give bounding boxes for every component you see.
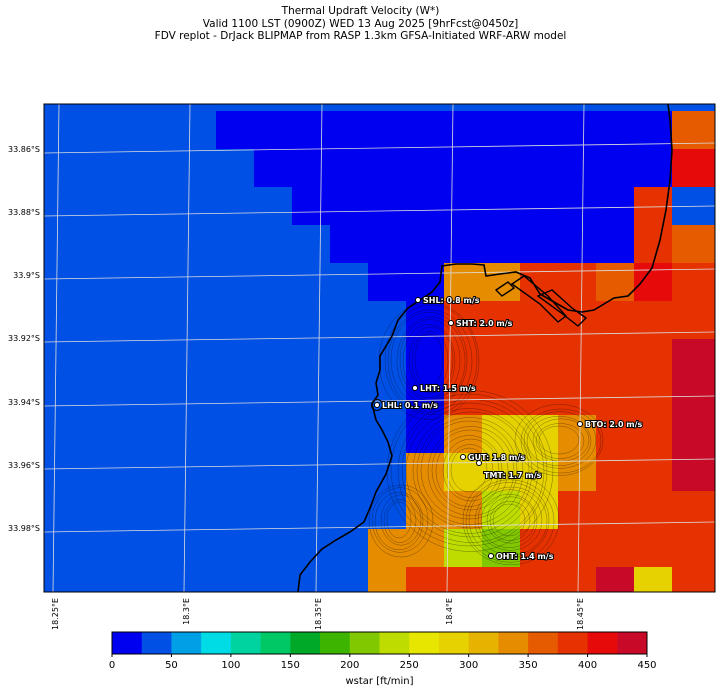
colorbar-tick-label: 300 <box>459 660 478 671</box>
colorbar-tick-label: 250 <box>400 660 419 671</box>
colorbar-swatch <box>141 632 172 654</box>
colorbar-tick-label: 450 <box>637 660 656 671</box>
station-bto: BTO: 2.0 m/s <box>577 419 644 430</box>
colorbar-tick-label: 50 <box>165 660 178 671</box>
colorbar-swatch <box>260 632 291 654</box>
station-marker <box>460 454 466 460</box>
terrain-contours <box>368 302 604 566</box>
station-label: TMT: 1.7 m/s <box>484 471 542 480</box>
colorbar-swatch <box>528 632 559 654</box>
station-label: BTO: 2.0 m/s <box>585 420 643 429</box>
longitude-axis: 18.25°E 18.3°E 18.35°E 18.4°E 18.45°E <box>51 598 585 630</box>
colorbar: 0 50 100 150 200 250 300 350 400 450 wstar [ft/min… <box>109 631 657 687</box>
latitude-axis: 33.86°S 33.88°S 33.9°S 33.92°S 33.94°S 33.96°… <box>8 145 40 533</box>
lat-tick-label: 33.98°S <box>8 524 40 533</box>
station-marker <box>412 385 418 391</box>
colorbar-tick-label: 100 <box>221 660 240 671</box>
colorbar-tick-label: 350 <box>519 660 538 671</box>
wstar-grid <box>44 104 715 592</box>
lat-tick-label: 33.9°S <box>13 271 40 280</box>
colorbar-swatch <box>112 632 143 654</box>
coastline <box>297 104 673 592</box>
colorbar-swatch <box>409 632 440 654</box>
colorbar-swatch <box>349 632 380 654</box>
station-markers: SHL: 0.8 m/s SHT: 2.0 m/s LHT: 1.5 m/s LHL:… <box>371 295 644 562</box>
lon-tick-label: 18.35°E <box>314 598 323 630</box>
station-marker <box>488 553 494 559</box>
lon-tick-label: 18.25°E <box>51 598 60 630</box>
station-marker <box>374 402 380 408</box>
colorbar-swatch <box>171 632 202 654</box>
station-label: LHT: 1.5 m/s <box>420 384 476 393</box>
lat-tick-label: 33.94°S <box>8 398 40 407</box>
colorbar-swatch <box>438 632 470 654</box>
station-shl: SHL: 0.8 m/s <box>415 295 481 306</box>
station-label: SHT: 2.0 m/s <box>456 319 513 328</box>
colorbar-swatch <box>617 632 648 654</box>
station-marker <box>415 297 421 303</box>
station-oht: OHT: 1.4 m/s <box>488 551 555 562</box>
colorbar-swatch <box>557 632 589 654</box>
colorbar-swatch <box>230 632 262 654</box>
colorbar-swatch <box>587 632 618 654</box>
colorbar-swatch <box>379 632 410 654</box>
lon-tick-label: 18.45°E <box>576 598 585 630</box>
plot-frame <box>43 103 716 593</box>
colorbar-tick-label: 400 <box>578 660 597 671</box>
colorbar-swatch <box>201 632 232 654</box>
lat-tick-label: 33.92°S <box>8 334 40 343</box>
lon-tick-label: 18.3°E <box>182 598 191 625</box>
harbour-breakwater <box>494 275 588 327</box>
colorbar-tick-label: 150 <box>281 660 300 671</box>
title-line-1: Thermal Updraft Velocity (W*) <box>281 5 440 17</box>
map-title: Thermal Updraft Velocity (W*) Valid 1100… <box>0 5 721 43</box>
colorbar-swatch <box>468 632 499 654</box>
station-tmt: TMT: 1.7 m/s <box>476 460 543 481</box>
title-line-3: FDV replot - DrJack BLIPMAP from RASP 1.… <box>154 30 567 42</box>
station-label: LHL: 0.1 m/s <box>382 401 438 410</box>
colorbar-swatch <box>290 632 321 654</box>
colorbar-swatch <box>498 632 529 654</box>
station-label: GUT: 1.8 m/s <box>468 453 525 462</box>
lon-tick-label: 18.4°E <box>445 598 454 625</box>
station-sht: SHT: 2.0 m/s <box>448 318 514 329</box>
colorbar-tick-label: 0 <box>109 660 115 671</box>
title-line-2: Valid 1100 LST (0900Z) WED 13 Aug 2025 [… <box>202 17 519 30</box>
plot-area: SHL: 0.8 m/s SHT: 2.0 m/s LHT: 1.5 m/s LHL:… <box>44 104 715 592</box>
station-gut: GUT: 1.8 m/s <box>460 452 526 463</box>
lat-tick-label: 33.96°S <box>8 461 40 470</box>
colorbar-label: wstar [ft/min] <box>345 676 413 687</box>
station-marker <box>577 421 583 427</box>
station-label: OHT: 1.4 m/s <box>496 552 554 561</box>
colorbar-swatch <box>320 632 351 654</box>
station-marker <box>476 460 482 466</box>
station-lht: LHT: 1.5 m/s <box>412 383 477 394</box>
station-label: SHL: 0.8 m/s <box>423 296 480 305</box>
colorbar-tick-label: 200 <box>340 660 359 671</box>
station-lhl: LHL: 0.1 m/s <box>371 399 439 411</box>
lat-tick-label: 33.86°S <box>8 145 40 154</box>
lat-tick-label: 33.88°S <box>8 208 40 217</box>
station-marker <box>448 320 454 326</box>
